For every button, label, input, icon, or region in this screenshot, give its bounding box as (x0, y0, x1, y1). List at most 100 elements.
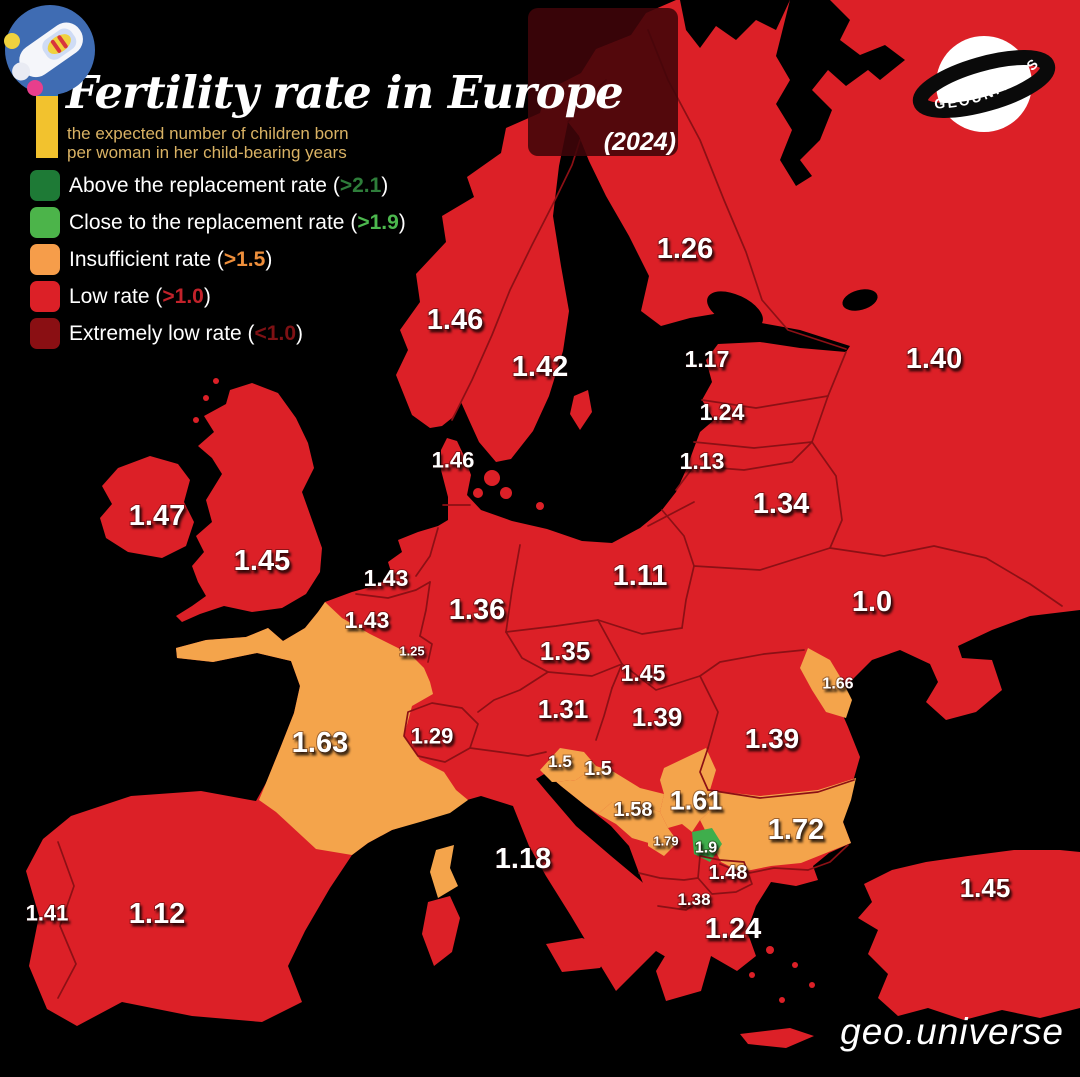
white-sea-shape (776, 0, 905, 186)
value-label-bosnia: 1.58 (614, 799, 653, 821)
legend-row-2: Insufficient rate (>1.5) (30, 241, 406, 278)
legend-swatch (30, 281, 60, 312)
value-label-lithuania: 1.13 (680, 448, 725, 474)
subtitle-line-2: per woman in her child-bearing years (67, 143, 347, 162)
year-panel (528, 8, 678, 156)
value-label-ukraine: 1.0 (852, 586, 892, 618)
legend-label: Insufficient rate (>1.5) (69, 247, 273, 271)
value-label-albania: 1.38 (677, 890, 710, 909)
value-label-slovakia: 1.45 (621, 660, 666, 686)
crete-shape (740, 1028, 814, 1048)
sardinia-shape (422, 896, 460, 966)
lake-onega-shape (842, 289, 878, 311)
legend-swatch (30, 244, 60, 275)
year-label: (2024) (603, 128, 676, 156)
flag-yellow-stripe (36, 96, 58, 158)
slovenia-shape (540, 748, 596, 782)
value-label-serbia: 1.61 (670, 785, 723, 815)
value-label-kosovo: 1.9 (695, 840, 717, 857)
value-label-croatia: 1.5 (584, 758, 612, 780)
value-label-portugal: 1.41 (26, 901, 69, 926)
ireland-shape (100, 456, 194, 558)
aegean-island (792, 962, 798, 968)
page-title: Fertility rate in Europe (66, 66, 624, 119)
great-britain-shape (176, 383, 322, 622)
value-label-estonia: 1.17 (685, 346, 730, 372)
corsica-shape (430, 845, 458, 898)
france-shape (176, 602, 468, 855)
value-label-denmark: 1.46 (432, 448, 475, 473)
legend-swatch (30, 170, 60, 201)
aegean-island (809, 982, 815, 988)
legend-label: Above the replacement rate (>2.1) (69, 173, 389, 197)
value-label-belarus: 1.34 (753, 488, 809, 520)
value-label-russia: 1.40 (906, 343, 962, 375)
bulgaria-shape (700, 778, 856, 872)
danish-island (473, 488, 483, 498)
value-label-slovenia: 1.5 (548, 752, 572, 771)
value-label-north-macedonia: 1.48 (709, 862, 748, 884)
value-label-czechia: 1.35 (540, 636, 591, 666)
croatia-shape (546, 766, 664, 814)
value-label-moldova: 1.66 (822, 676, 853, 693)
pregnancy-test-icon (4, 5, 95, 96)
scottish-island (213, 378, 219, 384)
legend-label: Low rate (>1.0) (69, 284, 211, 308)
value-label-united-kingdom: 1.45 (234, 545, 290, 577)
gotland-shape (570, 390, 592, 430)
moldova-shape (800, 648, 852, 718)
value-label-bulgaria: 1.72 (768, 814, 824, 846)
value-label-finland: 1.26 (657, 233, 713, 265)
barents-coast-shape (680, 0, 790, 48)
value-label-switzerland: 1.29 (411, 724, 454, 749)
legend-row-1: Close to the replacement rate (>1.9) (30, 204, 406, 241)
country-borders (57, 29, 1063, 999)
legend: Above the replacement rate (>2.1) Close t… (30, 167, 406, 352)
value-label-turkey: 1.45 (960, 873, 1011, 903)
value-label-luxembourg: 1.25 (399, 644, 424, 659)
value-label-latvia: 1.24 (700, 399, 745, 425)
value-label-ireland: 1.47 (129, 500, 185, 532)
value-label-france: 1.63 (292, 727, 348, 759)
danish-island (484, 470, 500, 486)
page-subtitle: the expected number of children born per… (67, 124, 349, 162)
subtitle-line-1: the expected number of children born (67, 124, 349, 143)
legend-swatch (30, 207, 60, 238)
value-label-germany: 1.36 (449, 594, 505, 626)
legend-label: Extremely low rate (<1.0) (69, 321, 304, 345)
value-label-sweden: 1.42 (512, 351, 568, 383)
kosovo-shape (692, 828, 722, 862)
legend-row-3: Low rate (>1.0) (30, 278, 406, 315)
value-label-greece: 1.24 (705, 913, 761, 945)
sicily-shape (546, 938, 614, 972)
scottish-island (203, 395, 209, 401)
bornholm-island (536, 502, 544, 510)
value-label-poland: 1.11 (613, 560, 668, 592)
value-label-spain: 1.12 (129, 898, 185, 930)
value-label-austria: 1.31 (538, 694, 589, 724)
legend-label: Close to the replacement rate (>1.9) (69, 210, 406, 234)
danish-island (500, 487, 512, 499)
value-label-montenegro: 1.79 (653, 834, 678, 849)
value-label-hungary: 1.39 (632, 702, 683, 732)
aegean-island (766, 946, 774, 954)
value-label-romania: 1.39 (745, 723, 800, 754)
montenegro-shape (648, 828, 678, 856)
country-value-labels: 1.26 1.46 1.42 1.40 1.17 1.24 1.13 1.46 1.34 1.47… (25, 232, 1012, 946)
aegean-island (749, 972, 755, 978)
serbia-shape (660, 748, 716, 832)
aegean-island (779, 997, 785, 1003)
scottish-island (193, 417, 199, 423)
geouniverse-logo: GEOUNIVERSE (908, 22, 1056, 132)
legend-swatch (30, 318, 60, 349)
value-label-italy: 1.18 (495, 843, 551, 875)
value-label-belgium: 1.43 (345, 607, 390, 633)
watermark: geo.universe (840, 1011, 1064, 1052)
value-label-norway: 1.46 (427, 304, 483, 336)
value-label-netherlands: 1.43 (364, 565, 409, 591)
turkey-shape (858, 850, 1080, 1020)
lake-ladoga-shape (707, 291, 763, 329)
legend-row-0: Above the replacement rate (>2.1) (30, 167, 406, 204)
